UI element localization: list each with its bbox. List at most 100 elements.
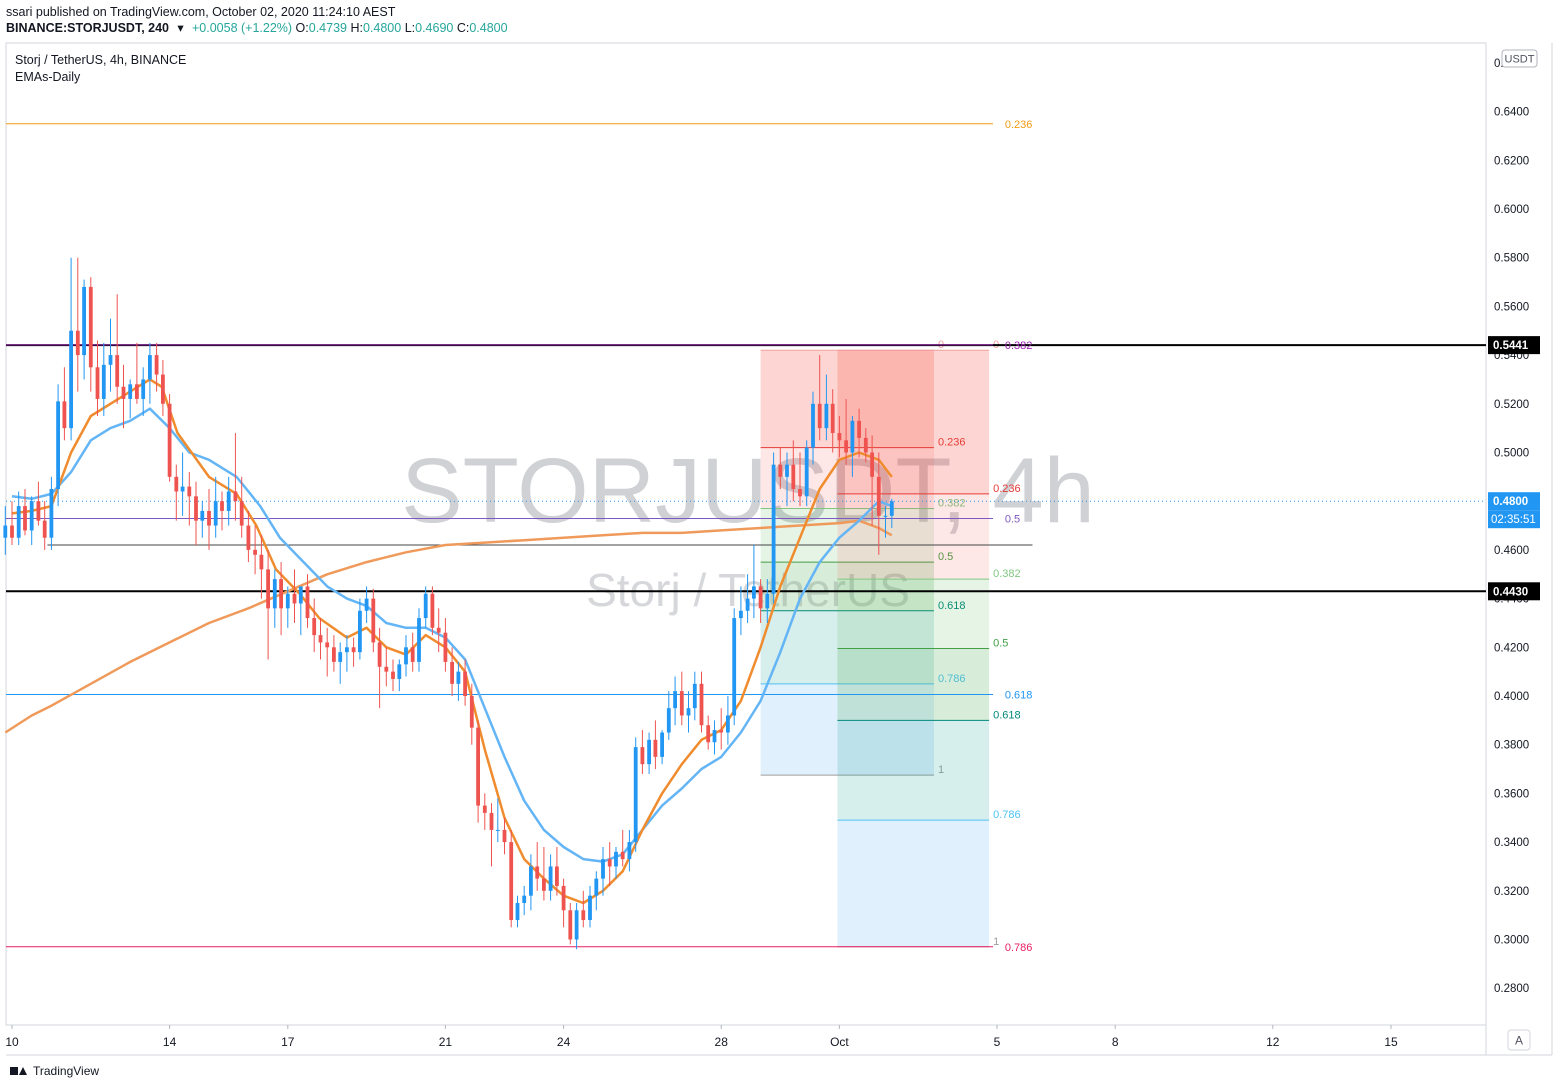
candle-body bbox=[542, 878, 546, 891]
candle-body bbox=[436, 627, 441, 633]
candle-body bbox=[548, 866, 553, 891]
candle-body bbox=[279, 579, 284, 609]
fib1-level-label: 0.236 bbox=[938, 437, 966, 449]
price-tick-label: 0.6000 bbox=[1494, 204, 1529, 216]
candle-body bbox=[798, 489, 802, 497]
price-tick-label: 0.3200 bbox=[1494, 886, 1529, 898]
candle-body bbox=[23, 506, 27, 531]
close-label: C: bbox=[456, 21, 470, 35]
time-axis[interactable]: 10 14 17 21 24 28 Oct 5 8 12 15 bbox=[5, 1025, 1398, 1049]
fib2-band[interactable] bbox=[837, 720, 990, 821]
fib-retracement-zones[interactable]: 00.2360.3820.50.6180.786100.2360.3820.50… bbox=[760, 339, 1021, 948]
candle-body bbox=[785, 464, 789, 477]
candle-body bbox=[141, 379, 146, 399]
fib-long-levels[interactable]: 0.236 0.382 0.5 0.618 0.786 bbox=[6, 119, 1032, 954]
ohlc-row: BINANCE:STORJUSDT, 240 ▾ +0.0058 (+1.22%… bbox=[6, 20, 508, 36]
legend-title: Storj / TetherUS, 4h, BINANCE bbox=[15, 53, 186, 67]
candle-body bbox=[246, 525, 251, 550]
watermark-symbol: STORJUSDT, 4h bbox=[401, 440, 1095, 542]
candle-body bbox=[180, 486, 185, 492]
fib1-level-label: 0.618 bbox=[938, 600, 966, 612]
price-tick-label: 0.6400 bbox=[1494, 107, 1529, 119]
plot-area[interactable] bbox=[5, 42, 1487, 1026]
fib1-band[interactable] bbox=[760, 508, 934, 563]
price-tick-label: 0.3800 bbox=[1494, 740, 1529, 752]
candle-body bbox=[36, 501, 41, 521]
tradingview-logo-icon bbox=[10, 1065, 28, 1077]
candle-body bbox=[830, 403, 835, 434]
candle-body bbox=[233, 491, 238, 502]
price-marker-label: 0.4800 bbox=[1493, 496, 1528, 508]
candle-body bbox=[417, 618, 421, 662]
candle-body bbox=[325, 642, 330, 648]
candle-body bbox=[266, 569, 270, 609]
candle-body bbox=[345, 647, 349, 653]
fib2-band[interactable] bbox=[837, 648, 990, 721]
time-tick-label: 17 bbox=[281, 1035, 295, 1049]
price-chart[interactable]: STORJUSDT, 4h Storj / TetherUS 00.2360.3… bbox=[0, 0, 1559, 1060]
price-marker-box bbox=[1488, 336, 1540, 355]
candle-body bbox=[220, 501, 224, 511]
fib1-band[interactable] bbox=[760, 350, 934, 448]
candle-body bbox=[3, 525, 8, 538]
candle-body bbox=[758, 586, 763, 609]
down-arrow-icon[interactable]: ▾ bbox=[177, 21, 184, 35]
candle-body bbox=[331, 647, 336, 662]
candle-body bbox=[588, 895, 592, 921]
candle-body bbox=[601, 859, 605, 879]
candle-body bbox=[633, 747, 638, 843]
candle-body bbox=[522, 895, 527, 903]
auto-scale-label: A bbox=[1515, 1034, 1523, 1048]
candle-body bbox=[863, 437, 868, 453]
candle-body bbox=[443, 632, 448, 662]
candle-body bbox=[134, 384, 139, 399]
price-tick-label: 0.3400 bbox=[1494, 837, 1529, 849]
candle-body bbox=[647, 739, 651, 765]
open-value: 0.4739 bbox=[308, 21, 347, 35]
candle-body bbox=[187, 486, 192, 497]
fib1-band[interactable] bbox=[760, 610, 934, 684]
price-tick-label: 0.5000 bbox=[1494, 448, 1529, 460]
price-tick-label: 0.6200 bbox=[1494, 155, 1529, 167]
candle-body bbox=[771, 464, 776, 594]
candle-body bbox=[568, 910, 573, 940]
price-tick-label: 0.3000 bbox=[1494, 935, 1529, 947]
candle-body bbox=[765, 593, 770, 609]
candle-body bbox=[318, 635, 323, 643]
candle-body bbox=[69, 330, 73, 429]
fib1-band[interactable] bbox=[760, 683, 934, 776]
candle-body bbox=[745, 598, 750, 611]
time-tick-label: 24 bbox=[557, 1035, 571, 1049]
candle-body bbox=[62, 401, 67, 429]
candle-body bbox=[351, 647, 356, 653]
auto-scale-button[interactable] bbox=[1507, 1029, 1531, 1051]
candle-body bbox=[128, 384, 133, 399]
candle-body bbox=[56, 401, 60, 490]
candle-body bbox=[712, 730, 717, 743]
candle-body bbox=[161, 374, 165, 404]
candle-body bbox=[148, 355, 152, 380]
fib2-band[interactable] bbox=[837, 820, 990, 947]
currency-badge-box[interactable] bbox=[1501, 49, 1538, 68]
candle-body bbox=[213, 501, 218, 526]
candle-body bbox=[174, 476, 179, 492]
fib1-band[interactable] bbox=[760, 562, 934, 611]
candle-body bbox=[555, 866, 559, 886]
candle-body bbox=[207, 510, 211, 526]
candle-body bbox=[791, 464, 796, 490]
candle-body bbox=[292, 593, 297, 604]
candle-body bbox=[739, 610, 743, 619]
price-tick-label: 0.5200 bbox=[1494, 399, 1529, 411]
candle-body bbox=[298, 586, 303, 604]
time-tick-label: 5 bbox=[994, 1035, 1001, 1049]
fib2-band[interactable] bbox=[837, 493, 990, 580]
chart-header: ssari published on TradingView.com, Octo… bbox=[6, 4, 508, 36]
candle-body bbox=[239, 501, 244, 526]
time-tick-label: 12 bbox=[1266, 1035, 1280, 1049]
candle-body bbox=[95, 367, 100, 399]
fib2-band[interactable] bbox=[837, 579, 990, 649]
candle-body bbox=[75, 330, 80, 356]
candle-body bbox=[528, 866, 533, 896]
candle-body bbox=[640, 747, 645, 765]
fib2-band[interactable] bbox=[837, 350, 990, 494]
